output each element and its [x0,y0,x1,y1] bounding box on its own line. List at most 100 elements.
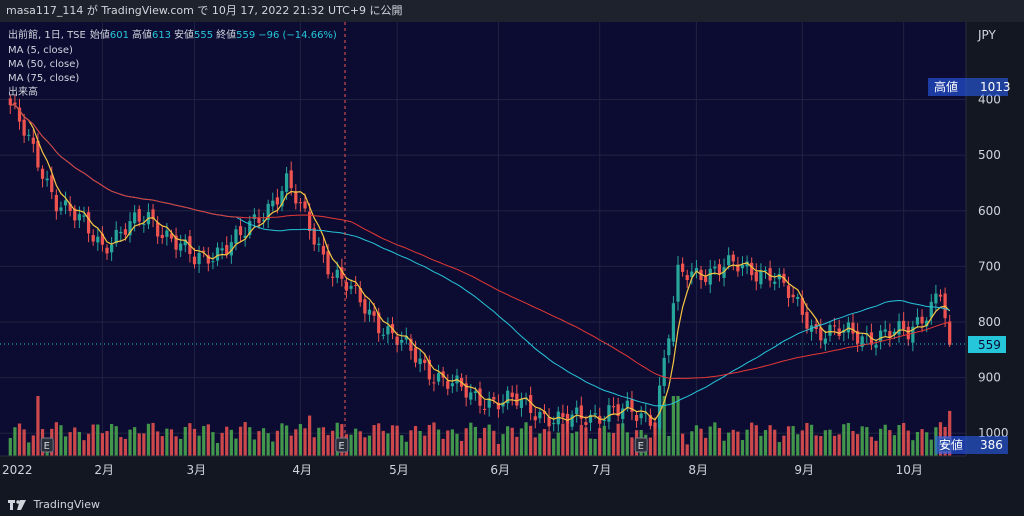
volume-bar [547,431,551,456]
volume-bar [17,423,22,456]
volume-bar [593,438,597,456]
volume-bar [68,432,72,456]
volume-bar [423,435,427,456]
volume-bar [828,429,832,456]
candle-body [446,380,450,389]
volume-bar [133,427,137,456]
volume-bar [694,425,699,456]
grid [0,22,966,456]
volume-bar [119,437,123,456]
earnings-marker[interactable]: E [335,437,349,453]
candle-body [63,200,68,206]
volume-bar [354,428,358,456]
time-axis-label: 6月 [490,463,510,477]
volume-bar [708,426,712,456]
volume-bar [846,422,851,456]
candle-body [938,294,943,297]
volume-bar [469,422,473,456]
candle-body [708,268,712,285]
candle-body [413,347,418,363]
volume-bar [855,434,860,456]
volume-bar [197,435,201,456]
volume-bar [169,429,174,456]
time-axis-background [0,456,1024,494]
volume-bar [395,425,399,456]
candle-body [777,273,781,280]
candle-body [400,339,404,343]
volume-bar [782,435,786,456]
volume-bar [906,430,910,456]
volume-bar [671,396,676,456]
legend-volume: 出来高 [8,85,38,98]
volume-bar [100,433,105,456]
candle-body [915,317,920,325]
volume-bar [805,422,809,456]
volume-bar [740,440,745,456]
candle-body [657,385,662,429]
candle-body [579,405,583,419]
volume-bar [206,424,210,456]
candle-body [197,253,201,265]
volume-bar [192,428,197,456]
candle-body [238,226,243,236]
candle-body [791,294,795,298]
volume-bar [823,430,827,456]
volume-bar [377,423,381,456]
volume-bar [271,441,275,456]
earnings-marker[interactable]: E [40,437,54,453]
time-axis-label: 4月 [292,463,312,477]
candle-body [694,267,699,273]
candle-body [925,320,929,327]
candle-body [252,214,256,219]
volume-bar [455,433,459,456]
volume-bar [722,440,726,456]
candle-body [478,388,482,406]
candle-body [206,255,210,264]
candle-body [409,338,413,351]
volume-bar [13,427,17,456]
candle-body [427,359,431,380]
candle-body [547,417,551,427]
candle-body [54,194,58,212]
candle-body [796,296,800,300]
volume-bar [386,433,390,456]
volume-bar [409,430,413,456]
candle-body [436,373,441,382]
candle-body [354,284,358,286]
candle-body [432,382,436,384]
volume-bar [473,426,478,456]
candle-body [736,264,740,272]
candle-body [630,399,634,412]
volume-bar [851,431,855,456]
candle-body [100,233,105,245]
volume-bar [519,428,524,456]
candle-body [183,239,187,246]
price-tick-label: 500 [978,148,1001,162]
volume-bar [874,440,878,456]
volume-bar [607,432,611,456]
volume-bar [183,427,187,456]
candle-body [906,326,910,340]
volume-bar [676,396,680,456]
candle-body [639,413,643,419]
volume-bar [142,433,146,456]
volume-bar [367,435,372,456]
candle-body [160,234,164,238]
candle-body [648,414,652,426]
volume-bar [188,423,192,456]
volume-bar [238,426,243,456]
time-axis-label: 5月 [389,463,409,477]
volume-bar [146,423,151,456]
candle-body [363,299,367,314]
volume-bar [446,430,450,456]
candle-body [740,265,745,269]
earnings-marker[interactable]: E [634,437,648,453]
volume-bar [777,442,781,456]
candle-body [266,203,270,220]
legend-open-label: 始値 [90,28,110,41]
candle-body [750,262,754,276]
volume-bar [31,435,35,456]
candle-body [727,255,731,266]
